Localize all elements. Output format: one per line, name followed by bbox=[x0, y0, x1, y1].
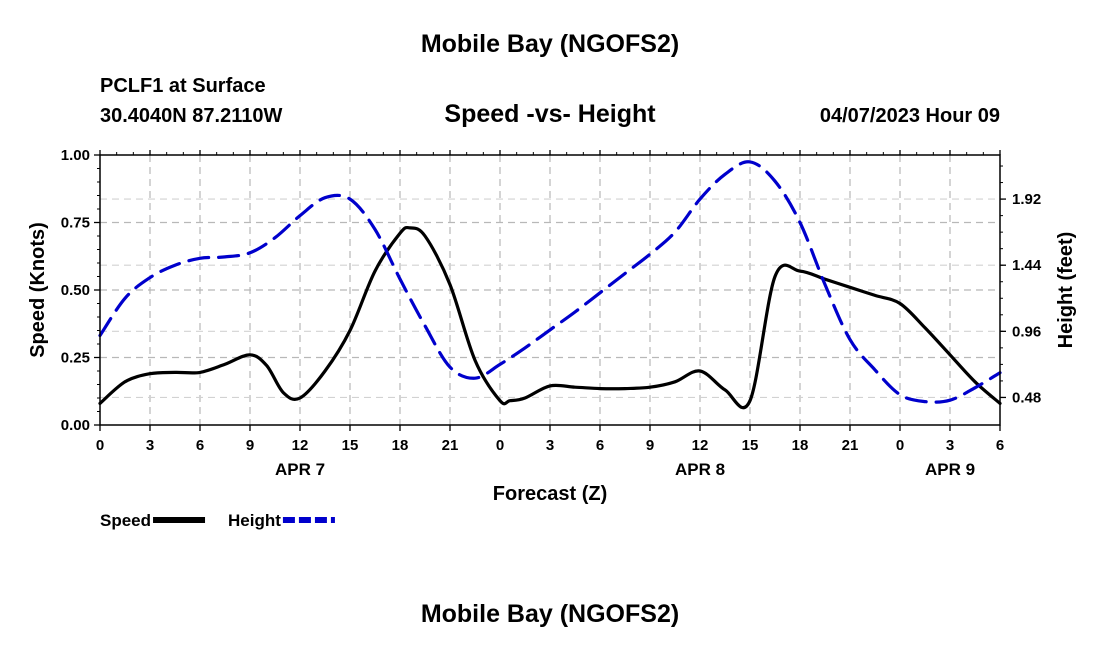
axes: 0 3 6 9 12 15 18 21 0 3 6 9 12 15 18 21 0 3 6 0.00 0.25 0.50 0… bbox=[61, 147, 1042, 479]
grid bbox=[100, 155, 1000, 425]
chart-title: Mobile Bay (NGOFS2) bbox=[420, 30, 680, 58]
x-tick-label: 15 bbox=[742, 437, 759, 454]
legend: Speed Height bbox=[100, 511, 335, 530]
y-left-tick-label: 0.25 bbox=[61, 350, 90, 367]
x-tick-label: 0 bbox=[496, 437, 504, 454]
y-right-tick-label: 1.44 bbox=[1012, 257, 1042, 274]
x-tick-label: 18 bbox=[792, 437, 809, 454]
x-tick-label: 12 bbox=[292, 437, 309, 454]
x-tick-label: 6 bbox=[196, 437, 204, 454]
x-tick-label: 12 bbox=[692, 437, 709, 454]
y-right-tick-label: 0.96 bbox=[1012, 323, 1041, 340]
x-tick-label: 15 bbox=[342, 437, 359, 454]
x-tick-label: 0 bbox=[896, 437, 904, 454]
station-coordinates: 30.4040N 87.2110W bbox=[100, 105, 283, 127]
date-label: APR 8 bbox=[675, 460, 725, 479]
x-tick-label: 9 bbox=[646, 437, 654, 454]
y-left-tick-label: 0.75 bbox=[61, 215, 90, 232]
series-line-height bbox=[98, 160, 1002, 404]
chart-subtitle: Speed -vs- Height bbox=[444, 100, 656, 128]
x-tick-label: 21 bbox=[442, 437, 459, 454]
x-tick-label: 0 bbox=[96, 437, 104, 454]
legend-label: Speed bbox=[100, 511, 151, 530]
y-left-tick-label: 1.00 bbox=[61, 147, 90, 164]
x-axis-label: Forecast (Z) bbox=[493, 483, 607, 505]
series-line-speed bbox=[98, 225, 1002, 410]
y-axis-left-label: Speed (Knots) bbox=[27, 222, 49, 358]
x-tick-label: 18 bbox=[392, 437, 409, 454]
y-right-tick-label: 1.92 bbox=[1012, 191, 1041, 208]
forecast-datetime: 04/07/2023 Hour 09 bbox=[819, 105, 1000, 127]
date-label: APR 7 bbox=[275, 460, 325, 479]
date-label: APR 9 bbox=[925, 460, 975, 479]
legend-label: Height bbox=[228, 511, 281, 530]
x-tick-label: 3 bbox=[146, 437, 154, 454]
y-axis-right-label: Height (feet) bbox=[1055, 232, 1077, 349]
x-tick-label: 21 bbox=[842, 437, 859, 454]
x-tick-label: 3 bbox=[946, 437, 954, 454]
x-tick-label: 6 bbox=[996, 437, 1004, 454]
x-tick-label: 3 bbox=[546, 437, 554, 454]
station-label: PCLF1 at Surface bbox=[100, 75, 266, 97]
x-tick-label: 6 bbox=[596, 437, 604, 454]
y-left-tick-label: 0.00 bbox=[61, 417, 90, 434]
footer-title: Mobile Bay (NGOFS2) bbox=[420, 600, 680, 628]
series-layer bbox=[98, 160, 1002, 410]
y-right-tick-label: 0.48 bbox=[1012, 389, 1041, 406]
x-tick-label: 9 bbox=[246, 437, 254, 454]
y-left-tick-label: 0.50 bbox=[61, 282, 90, 299]
